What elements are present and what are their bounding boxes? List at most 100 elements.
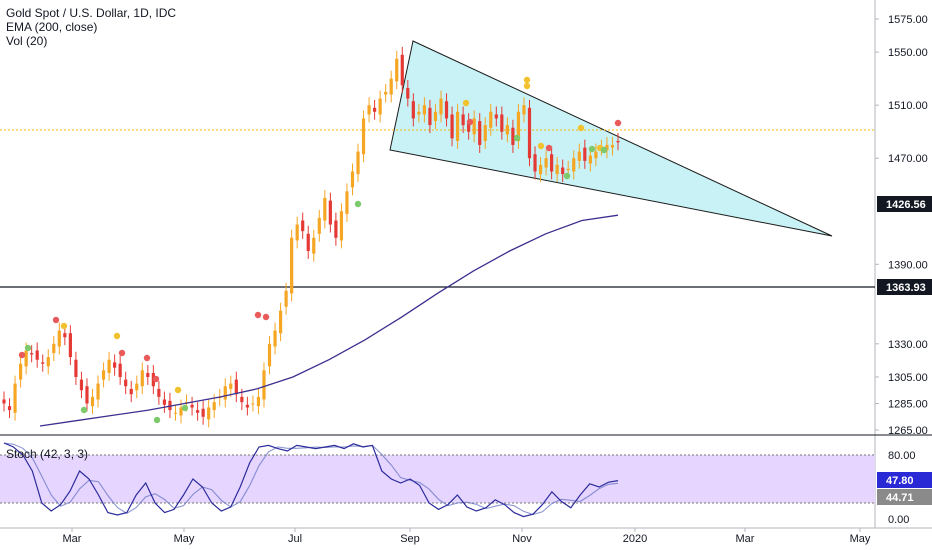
candle-body	[439, 98, 443, 115]
candle-body	[417, 111, 421, 115]
candle-body	[356, 151, 360, 175]
level-price-badge-bg	[877, 279, 932, 295]
candle-body	[572, 158, 576, 172]
candle-body	[577, 151, 581, 161]
signal-dot	[24, 344, 32, 352]
candle-body	[135, 383, 139, 391]
candle-body	[522, 105, 526, 115]
candle-body	[533, 154, 537, 172]
candle-body	[113, 362, 117, 368]
signal-dot	[143, 354, 151, 362]
stoch-k-badge: 47.80	[886, 475, 914, 487]
time-tick-label: Nov	[512, 533, 532, 545]
candle-body	[251, 403, 255, 405]
signal-dot	[577, 124, 585, 132]
candle-body	[339, 211, 344, 241]
last-price-badge: 1426.56	[886, 199, 926, 211]
candle-body	[378, 98, 382, 115]
candle-body	[68, 333, 72, 358]
candle-body	[594, 151, 598, 159]
signal-dot	[52, 316, 60, 324]
candle-body	[284, 290, 288, 307]
candle-body	[483, 125, 487, 141]
candle-body	[455, 111, 460, 141]
candle-body	[605, 144, 609, 151]
candle-body	[361, 118, 366, 155]
time-tick-label: Mar	[736, 533, 755, 545]
signal-dot	[588, 145, 596, 153]
time-tick-label: May	[174, 533, 195, 545]
time-tick-label: Jul	[288, 533, 302, 545]
candle-body	[616, 140, 620, 143]
candle-body	[384, 91, 388, 95]
candle-body	[267, 343, 272, 367]
candle-body	[79, 379, 84, 391]
candle-body	[406, 87, 410, 99]
vol-label: Vol (20)	[6, 34, 48, 48]
candle-body	[550, 154, 554, 172]
candle-body	[256, 396, 261, 407]
price-tick-label: 1510.00	[888, 100, 928, 112]
candle-body	[290, 237, 294, 294]
candle-body	[13, 383, 17, 413]
candle-body	[494, 114, 498, 119]
candle-body	[334, 220, 338, 238]
candle-body	[428, 107, 432, 126]
candle-body	[52, 343, 56, 354]
candle-body	[538, 164, 543, 175]
candle-body	[511, 127, 515, 145]
candle-body	[489, 111, 493, 128]
candle-body	[527, 107, 532, 159]
candle-body	[18, 363, 23, 380]
candle-body	[212, 402, 216, 411]
candle-body	[30, 353, 34, 355]
candle-body	[389, 78, 393, 95]
price-tick-label: 1305.00	[888, 372, 928, 384]
candle-body	[306, 233, 310, 252]
signal-dot	[174, 386, 182, 394]
candle-body	[201, 408, 205, 417]
candle-body	[90, 396, 95, 407]
candle-body	[566, 168, 570, 171]
signal-dot	[354, 200, 362, 208]
signal-dot	[118, 349, 126, 357]
candle-body	[74, 359, 78, 377]
candle-body	[118, 363, 122, 377]
candle-body	[190, 404, 194, 408]
price-tick-label: 1285.00	[888, 398, 928, 410]
signal-dot	[523, 76, 531, 84]
candle-body	[207, 407, 211, 420]
candle-body	[323, 197, 327, 221]
signal-dot	[181, 404, 189, 412]
stoch-k-line	[3, 442, 619, 518]
time-tick-label: 2020	[623, 533, 647, 545]
candle-body	[350, 171, 355, 188]
stoch-k-badge-bg	[877, 472, 932, 488]
candle-body	[588, 155, 592, 164]
level-price-badge: 1363.93	[886, 282, 926, 294]
candle-body	[328, 200, 332, 225]
candle-body	[301, 220, 305, 232]
candle-body	[373, 107, 377, 112]
signal-dot	[563, 172, 571, 180]
chart-legend: Gold Spot / U.S. Dollar, 1D, IDC EMA (20…	[6, 6, 176, 48]
candle-body	[234, 379, 238, 395]
candle-body	[240, 396, 244, 403]
price-tick-label: 1575.00	[888, 14, 928, 26]
candle-body	[467, 121, 471, 132]
candle-body	[2, 399, 6, 404]
time-tick-label: Mar	[63, 533, 82, 545]
signal-dot	[153, 416, 161, 424]
price-tick-label: 1265.00	[888, 425, 928, 437]
candle-body	[41, 362, 45, 364]
time-tick-label: May	[850, 533, 871, 545]
candle-body	[107, 359, 111, 373]
candle-body	[444, 101, 449, 119]
candle-body	[63, 333, 67, 338]
candle-body	[7, 406, 12, 411]
candle-body	[146, 372, 150, 377]
signal-dot	[113, 332, 121, 340]
candle-body	[500, 114, 504, 132]
candle-body	[411, 101, 415, 119]
